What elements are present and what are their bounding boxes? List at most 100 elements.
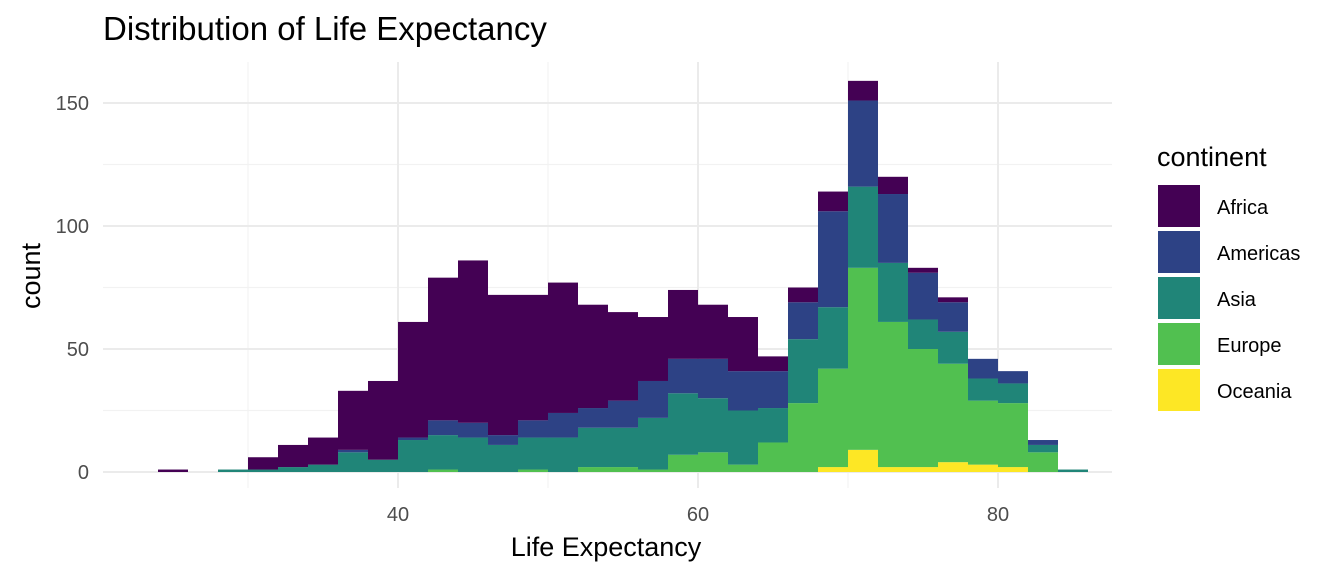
bar-africa-50 <box>548 282 578 413</box>
bar-asia-58 <box>668 393 698 455</box>
y-tick-label: 0 <box>78 462 89 484</box>
bar-americas-80 <box>998 371 1028 384</box>
bar-americas-36 <box>338 449 368 453</box>
bar-europe-52 <box>578 467 608 472</box>
bar-europe-54 <box>608 467 638 472</box>
bar-asia-50 <box>548 437 578 472</box>
bar-oceania-68 <box>818 467 848 472</box>
bar-europe-42 <box>428 469 458 472</box>
legend-label-europe: Europe <box>1217 335 1282 357</box>
bar-asia-28 <box>218 469 248 472</box>
bar-americas-48 <box>518 420 548 438</box>
bar-asia-46 <box>488 444 518 472</box>
legend-label-oceania: Oceania <box>1217 381 1292 403</box>
bar-africa-46 <box>488 294 518 436</box>
bar-americas-70 <box>848 100 878 187</box>
legend-label-asia: Asia <box>1217 289 1257 311</box>
bar-asia-40 <box>398 440 428 472</box>
x-tick-label: 80 <box>987 504 1009 526</box>
bar-americas-76 <box>938 302 968 332</box>
bar-africa-54 <box>608 312 638 401</box>
bar-oceania-80 <box>998 467 1028 472</box>
bar-europe-64 <box>758 442 788 472</box>
bar-europe-60 <box>698 452 728 472</box>
bar-africa-40 <box>398 321 428 438</box>
bar-oceania-74 <box>908 467 938 472</box>
bar-americas-56 <box>638 380 668 418</box>
bar-asia-62 <box>728 410 758 465</box>
bar-americas-78 <box>968 358 998 379</box>
bar-americas-66 <box>788 302 818 340</box>
bar-europe-58 <box>668 454 698 472</box>
bar-americas-68 <box>818 211 848 308</box>
bar-americas-72 <box>878 194 908 263</box>
histogram-bars <box>158 80 1088 472</box>
bar-africa-62 <box>728 317 758 372</box>
bar-americas-46 <box>488 435 518 445</box>
bar-africa-74 <box>908 267 938 273</box>
bar-africa-70 <box>848 80 878 101</box>
x-axis-title: Life Expectancy <box>511 532 702 562</box>
bar-asia-44 <box>458 437 488 472</box>
y-axis-ticks: 0 50 100 150 <box>56 93 89 484</box>
bar-americas-74 <box>908 272 938 320</box>
bar-africa-24 <box>158 469 188 472</box>
bar-asia-42 <box>428 435 458 470</box>
bar-asia-32 <box>278 467 308 472</box>
bar-africa-64 <box>758 356 788 372</box>
bar-europe-70 <box>848 267 878 450</box>
bar-asia-36 <box>338 452 368 472</box>
chart-title: Distribution of Life Expectancy <box>103 10 547 47</box>
bar-africa-72 <box>878 176 908 195</box>
legend-swatch-americas <box>1158 231 1200 273</box>
y-tick-label: 100 <box>56 216 89 238</box>
legend-swatch-europe <box>1158 323 1200 365</box>
legend-swatch-oceania <box>1158 369 1200 411</box>
bar-africa-68 <box>818 191 848 212</box>
bar-africa-30 <box>248 457 278 470</box>
bar-asia-48 <box>518 437 548 470</box>
bar-americas-58 <box>668 358 698 394</box>
bar-americas-50 <box>548 412 578 438</box>
bar-asia-34 <box>308 464 338 472</box>
bar-europe-68 <box>818 368 848 468</box>
x-axis-ticks: 40 60 80 <box>387 504 1009 526</box>
bar-africa-58 <box>668 289 698 359</box>
bar-asia-38 <box>368 459 398 472</box>
bar-asia-74 <box>908 319 938 349</box>
bar-oceania-72 <box>878 467 908 472</box>
bar-asia-30 <box>248 469 278 472</box>
y-axis-title: count <box>16 242 46 309</box>
bar-africa-48 <box>518 294 548 421</box>
bar-asia-82 <box>1028 444 1058 453</box>
y-tick-label: 150 <box>56 93 89 115</box>
bar-americas-62 <box>728 371 758 411</box>
bar-africa-60 <box>698 304 728 359</box>
bar-africa-52 <box>578 304 608 409</box>
bar-europe-62 <box>728 464 758 472</box>
bar-oceania-76 <box>938 462 968 472</box>
legend-label-africa: Africa <box>1217 197 1269 219</box>
bar-africa-32 <box>278 444 308 468</box>
bar-europe-80 <box>998 403 1028 468</box>
bar-africa-36 <box>338 390 368 450</box>
bar-asia-56 <box>638 417 668 470</box>
bar-asia-78 <box>968 378 998 401</box>
bar-europe-78 <box>968 400 998 465</box>
bar-asia-76 <box>938 331 968 364</box>
bar-asia-70 <box>848 186 878 268</box>
legend-swatch-africa <box>1158 185 1200 227</box>
bar-africa-42 <box>428 277 458 421</box>
bar-europe-48 <box>518 469 548 472</box>
bar-americas-40 <box>398 437 428 441</box>
bar-africa-76 <box>938 297 968 303</box>
bar-americas-60 <box>698 358 728 399</box>
x-tick-label: 40 <box>387 504 409 526</box>
legend-swatch-asia <box>1158 277 1200 319</box>
bar-asia-52 <box>578 427 608 468</box>
bar-europe-76 <box>938 363 968 463</box>
bar-asia-72 <box>878 262 908 322</box>
bar-oceania-70 <box>848 449 878 472</box>
bar-oceania-78 <box>968 464 998 472</box>
bar-europe-66 <box>788 403 818 472</box>
